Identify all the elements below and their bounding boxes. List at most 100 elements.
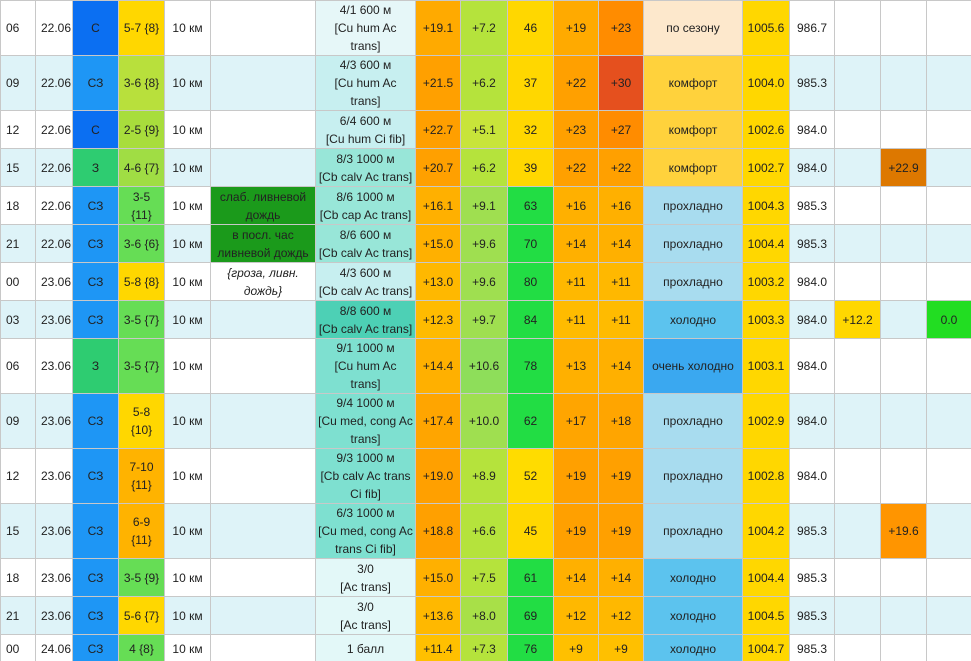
table-cell: 1005.6 <box>742 0 790 56</box>
table-cell: +11 <box>553 300 599 339</box>
table-cell <box>880 393 927 449</box>
table-cell: 09 <box>0 393 36 449</box>
table-cell: +14 <box>598 224 644 263</box>
table-row: 21 22.06 СЗ 3-6 {6} 10 км в посл. час ливнево… <box>0 224 971 263</box>
table-cell <box>926 262 971 301</box>
table-cell: +6.6 <box>460 503 508 559</box>
table-cell: +17.4 <box>415 393 461 449</box>
table-cell <box>880 596 927 635</box>
table-cell <box>210 393 316 449</box>
table-cell <box>880 558 927 597</box>
table-cell: З <box>72 338 119 394</box>
table-cell: 3-5 {11} <box>118 186 165 225</box>
table-cell: прохладно <box>643 448 743 504</box>
table-cell <box>926 503 971 559</box>
table-cell: СЗ <box>72 634 119 661</box>
table-cell: +14 <box>553 224 599 263</box>
table-cell: +9 <box>553 634 599 661</box>
table-cell: 3-5 {7} <box>118 300 165 339</box>
table-cell: 4/3 600 м [Cb calv Ac trans] <box>315 262 416 301</box>
table-cell: 1004.7 <box>742 634 790 661</box>
table-cell: 5-8 {10} <box>118 393 165 449</box>
table-cell: 10 км <box>164 393 211 449</box>
table-cell: 23.06 <box>35 262 73 301</box>
table-row: 00 24.06 СЗ 4 {8} 10 км 1 балл +11.4 +7.3 76 +9 +9… <box>0 634 971 661</box>
table-cell: +14 <box>553 558 599 597</box>
table-cell: прохладно <box>643 393 743 449</box>
table-cell: 23.06 <box>35 558 73 597</box>
table-cell: 06 <box>0 338 36 394</box>
table-cell: 1002.7 <box>742 148 790 187</box>
table-cell: комфорт <box>643 148 743 187</box>
table-cell: 22.06 <box>35 0 73 56</box>
table-cell <box>210 0 316 56</box>
table-cell: 61 <box>507 558 554 597</box>
table-cell: 22.06 <box>35 186 73 225</box>
table-cell <box>926 558 971 597</box>
table-cell: холодно <box>643 596 743 635</box>
table-cell: 6/4 600 м [Cu hum Ci fib] <box>315 110 416 149</box>
table-cell: 22.06 <box>35 224 73 263</box>
table-cell: +15.0 <box>415 558 461 597</box>
table-cell: 10 км <box>164 148 211 187</box>
table-cell: 984.0 <box>789 148 835 187</box>
table-cell <box>834 596 881 635</box>
table-cell <box>926 0 971 56</box>
table-cell: +19 <box>553 503 599 559</box>
table-cell: 37 <box>507 55 554 111</box>
table-cell: +23 <box>598 0 644 56</box>
table-row: 15 23.06 СЗ 6-9 {11} 10 км 6/3 1000 м [Cu med… <box>0 503 971 559</box>
table-cell: 12 <box>0 110 36 149</box>
table-cell: +22.7 <box>415 110 461 149</box>
table-cell: +7.2 <box>460 0 508 56</box>
table-cell: +19.1 <box>415 0 461 56</box>
table-cell: в посл. час ливневой дождь <box>210 224 316 263</box>
table-cell: 10 км <box>164 448 211 504</box>
table-cell: 10 км <box>164 110 211 149</box>
table-cell: +9 <box>598 634 644 661</box>
table-cell: 06 <box>0 0 36 56</box>
table-cell <box>880 338 927 394</box>
table-cell: СЗ <box>72 262 119 301</box>
table-cell: 8/6 600 м [Cb calv Ac trans] <box>315 224 416 263</box>
table-cell: 986.7 <box>789 0 835 56</box>
table-row: 18 23.06 СЗ 3-5 {9} 10 км 3/0 [Ac trans] +15.0… <box>0 558 971 597</box>
table-cell: комфорт <box>643 55 743 111</box>
table-cell: 3/0 [Ac trans] <box>315 596 416 635</box>
table-cell: +19.0 <box>415 448 461 504</box>
table-cell: 1004.2 <box>742 503 790 559</box>
table-cell: 7-10 {11} <box>118 448 165 504</box>
table-cell: 1002.9 <box>742 393 790 449</box>
table-cell <box>210 503 316 559</box>
table-cell: 8/8 600 м [Cb calv Ac trans] <box>315 300 416 339</box>
table-cell: 10 км <box>164 596 211 635</box>
table-row: 21 23.06 СЗ 5-6 {7} 10 км 3/0 [Ac trans] +13.6… <box>0 596 971 635</box>
table-cell: +19.6 <box>880 503 927 559</box>
table-cell <box>210 596 316 635</box>
table-cell: 22.06 <box>35 55 73 111</box>
table-cell: +16 <box>553 186 599 225</box>
table-cell: СЗ <box>72 558 119 597</box>
table-cell: 0.0 <box>926 300 971 339</box>
table-cell: +19 <box>598 503 644 559</box>
table-cell: +19 <box>598 448 644 504</box>
table-cell: +30 <box>598 55 644 111</box>
table-cell <box>926 393 971 449</box>
table-cell: прохладно <box>643 262 743 301</box>
table-cell: +14.4 <box>415 338 461 394</box>
table-row: 12 22.06 С 2-5 {9} 10 км 6/4 600 м [Cu hum Ci… <box>0 110 971 149</box>
table-cell: +18.8 <box>415 503 461 559</box>
table-cell <box>926 634 971 661</box>
table-cell: 1004.3 <box>742 186 790 225</box>
table-cell: СЗ <box>72 224 119 263</box>
table-cell: +8.0 <box>460 596 508 635</box>
table-cell: 985.3 <box>789 634 835 661</box>
table-cell: 3-6 {6} <box>118 224 165 263</box>
table-cell: С <box>72 110 119 149</box>
table-cell: холодно <box>643 558 743 597</box>
table-cell <box>834 224 881 263</box>
table-cell: 1 балл <box>315 634 416 661</box>
table-cell: холодно <box>643 634 743 661</box>
table-cell: СЗ <box>72 300 119 339</box>
table-cell <box>834 558 881 597</box>
